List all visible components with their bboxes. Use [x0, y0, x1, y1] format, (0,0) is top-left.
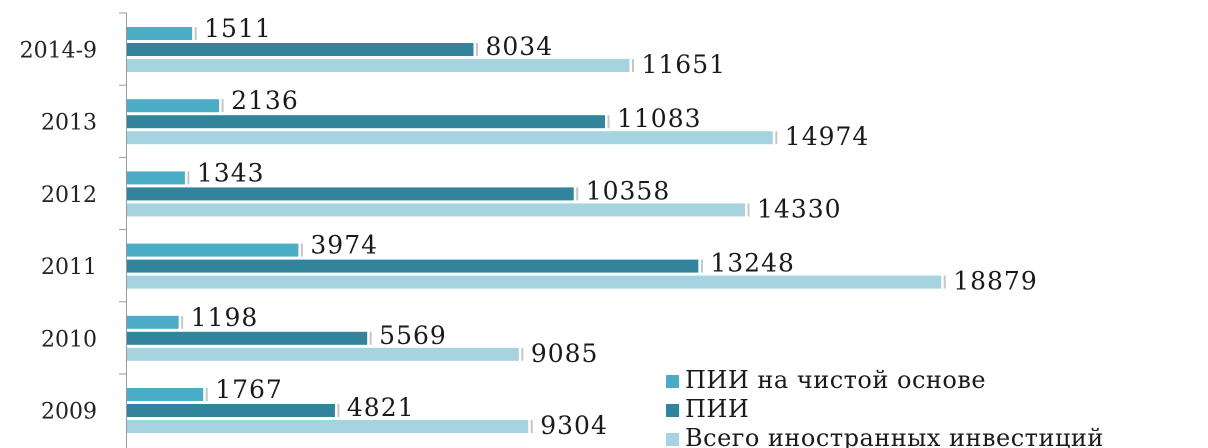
data-label: 3974: [310, 231, 378, 260]
data-label: 11651: [641, 50, 726, 79]
bar: [127, 187, 574, 201]
bar: [127, 131, 773, 145]
data-label: 18879: [953, 267, 1038, 296]
legend-swatch: [666, 433, 679, 446]
bar: [127, 420, 529, 433]
category-label: 2014-9: [20, 39, 97, 64]
data-label: 1198: [191, 303, 259, 332]
bar: [127, 43, 474, 56]
bar: [127, 331, 368, 345]
data-label: 13248: [710, 249, 795, 278]
data-label: 14974: [785, 122, 870, 151]
data-label: 14330: [757, 194, 842, 223]
axis-layer: [119, 12, 127, 448]
bar: [127, 115, 605, 129]
bar: [127, 27, 193, 40]
category-label: 2010: [41, 327, 97, 352]
bar: [127, 171, 185, 185]
legend-label: ПИИ на чистой основе: [685, 366, 986, 394]
bars-layer: [127, 27, 946, 433]
labels-layer: 2014-9 1511 8034 11651 2013 2136 11083 14974 201…: [20, 14, 1038, 440]
data-label: 2136: [231, 86, 299, 115]
legend-label: Всего иностранных инвестиций: [685, 424, 1104, 448]
category-label: 2009: [41, 400, 97, 425]
category-label: 2013: [41, 111, 97, 136]
bar: [127, 315, 179, 329]
data-label: 4821: [347, 393, 415, 422]
category-label: 2011: [41, 255, 97, 280]
data-label: 10358: [586, 176, 671, 205]
data-label: 11083: [617, 104, 702, 133]
bar: [127, 347, 519, 361]
bar: [127, 99, 220, 113]
legend-swatch: [666, 404, 679, 417]
bar: [127, 275, 942, 289]
category-label: 2012: [41, 183, 97, 208]
bar: [127, 388, 204, 401]
bar: [127, 404, 335, 417]
data-label: 9304: [540, 411, 608, 440]
data-label: 9085: [531, 339, 599, 368]
data-label: 1343: [197, 158, 265, 187]
legend-label: ПИИ: [685, 395, 749, 423]
data-label: 5569: [379, 321, 447, 350]
data-label: 8034: [485, 32, 553, 61]
bar: [127, 243, 299, 257]
data-label: 1767: [215, 375, 283, 404]
data-label: 1511: [204, 14, 272, 43]
legend-swatch: [666, 375, 679, 388]
bar: [127, 203, 746, 217]
bar: [127, 259, 699, 273]
bar: [127, 59, 630, 72]
